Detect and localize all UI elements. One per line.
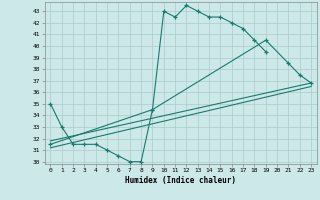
X-axis label: Humidex (Indice chaleur): Humidex (Indice chaleur) bbox=[125, 176, 236, 185]
